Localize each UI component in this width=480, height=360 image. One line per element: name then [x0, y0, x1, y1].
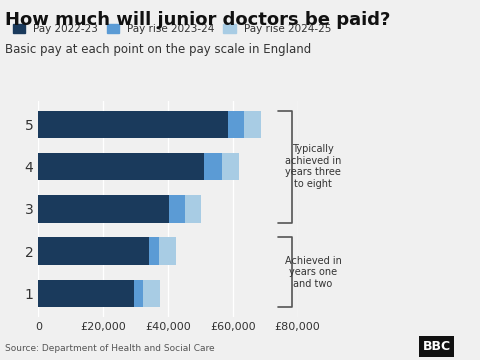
Bar — [38, 153, 204, 180]
Text: Achieved in
years one
and two: Achieved in years one and two — [285, 256, 341, 289]
Text: Source: Department of Health and Social Care: Source: Department of Health and Social … — [5, 344, 215, 353]
Bar — [38, 195, 169, 222]
Bar — [159, 237, 176, 265]
Bar — [169, 195, 185, 222]
Text: Typically
achieved in
years three
to eight: Typically achieved in years three to eig… — [285, 144, 341, 189]
Bar — [38, 237, 149, 265]
Bar — [185, 195, 201, 222]
Bar — [204, 153, 221, 180]
Legend: Pay 2022-23, Pay rise 2023-24, Pay rise 2024-25: Pay 2022-23, Pay rise 2023-24, Pay rise … — [12, 24, 331, 34]
Text: BBC: BBC — [422, 340, 451, 353]
Text: Basic pay at each point on the pay scale in England: Basic pay at each point on the pay scale… — [5, 43, 311, 56]
Text: How much will junior doctors be paid?: How much will junior doctors be paid? — [5, 11, 390, 29]
Bar — [228, 111, 244, 138]
Bar — [133, 279, 144, 307]
Bar — [38, 111, 228, 138]
Bar — [244, 111, 261, 138]
Bar — [38, 279, 133, 307]
Bar — [149, 237, 159, 265]
Bar — [144, 279, 159, 307]
Bar — [221, 153, 240, 180]
